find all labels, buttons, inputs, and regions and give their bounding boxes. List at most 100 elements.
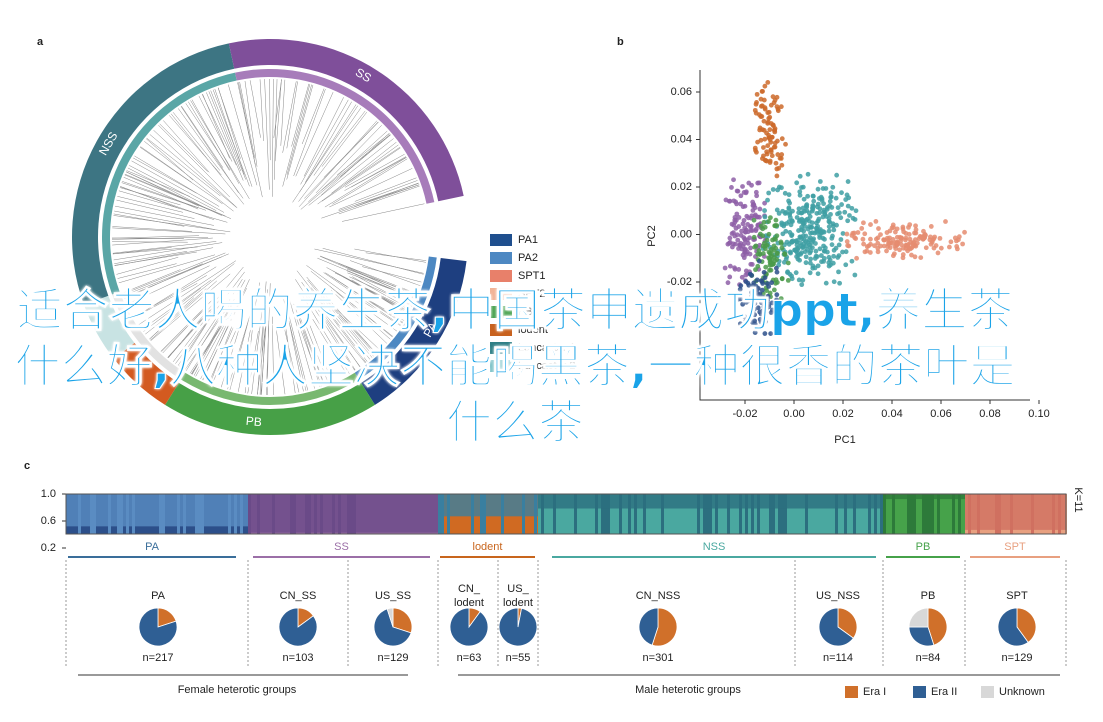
tree-branch [114, 210, 215, 230]
scatter-point [801, 196, 807, 202]
tree-branch [149, 297, 195, 340]
scatter-point [914, 240, 920, 246]
admix-stripe [949, 494, 952, 534]
y-tick-label: 0.00 [671, 228, 692, 240]
scatter-point [814, 229, 820, 235]
scatter-point [737, 286, 743, 292]
tree-branch [308, 286, 367, 363]
admix-stripe [769, 494, 772, 534]
scatter-point [739, 274, 745, 280]
admix-stripe [628, 494, 631, 534]
scatter-point [901, 229, 907, 235]
admix-stripe [883, 494, 886, 534]
admix-stripe [916, 494, 919, 534]
scatter-point [730, 244, 735, 250]
scatter-point [746, 215, 751, 221]
group-footer: Male heterotic groups [635, 684, 741, 696]
scatter-point [801, 228, 807, 234]
tree-branch [338, 180, 418, 210]
scatter-point [722, 265, 728, 271]
admix-stripe [754, 494, 757, 534]
scatter-point [794, 215, 800, 220]
admix-stripe [961, 494, 964, 534]
tree-branch [195, 318, 228, 377]
scatter-point [853, 236, 859, 241]
scatter-point [747, 251, 753, 257]
scatter-point [779, 136, 785, 142]
scatter-point [748, 261, 754, 267]
x-tick-label: 0.04 [881, 408, 902, 420]
scatter-point [752, 145, 758, 151]
scatter-point [773, 160, 779, 166]
tree-branch [298, 111, 368, 202]
admix-stripe [622, 494, 625, 534]
tree-branch [214, 88, 245, 175]
legend-swatch [913, 686, 926, 698]
admix-stripe [965, 494, 1066, 530]
scatter-point [756, 258, 762, 264]
admix-stripe [772, 494, 775, 534]
scatter-point [809, 220, 815, 226]
tree-branch [168, 266, 244, 359]
tree-branch [347, 272, 416, 299]
admix-stripe [658, 494, 661, 534]
tree-branch [317, 144, 399, 205]
scatter-point [839, 190, 844, 196]
pie-slice [392, 607, 413, 634]
scatter-point [906, 231, 912, 237]
scatter-point [868, 236, 873, 242]
tree-branch [301, 88, 325, 145]
scatter-point [774, 304, 780, 310]
tree-branch [167, 301, 219, 358]
tree-branch [247, 330, 259, 394]
x-tick-label: 0.08 [979, 408, 1000, 420]
admix-stripe [634, 494, 637, 534]
scatter-point [813, 248, 819, 254]
scatter-point [805, 193, 811, 199]
scatter-point [807, 214, 813, 219]
tree-branch [332, 305, 381, 351]
scatter-point [741, 235, 747, 241]
admix-stripe [850, 494, 853, 534]
tree-branch [351, 156, 407, 188]
scatter-point [929, 239, 935, 245]
scatter-point [743, 318, 749, 324]
y-tick-label: -0.02 [667, 276, 692, 288]
scatter-point [954, 244, 960, 249]
tree-branch [141, 279, 212, 330]
legend-label: SPT2 [518, 288, 546, 300]
scatter-point [894, 226, 900, 232]
tree-branch [280, 79, 286, 146]
tree-branch [269, 78, 271, 161]
tree-branch [206, 92, 244, 181]
scatter-point [845, 218, 851, 224]
scatter-point [797, 173, 803, 179]
tree-branch [321, 134, 391, 191]
tree-branch [322, 248, 424, 275]
tree-branch [228, 84, 258, 186]
legend-label: SPT1 [518, 270, 546, 282]
admix-stripe [907, 494, 910, 534]
admix-stripe [847, 494, 850, 534]
scatter-point [805, 171, 811, 177]
tree-branch [184, 301, 232, 371]
admix-stripe [643, 494, 646, 534]
scatter-point [803, 254, 809, 260]
pie-slice [908, 626, 935, 647]
scatter-point [809, 230, 815, 236]
tree-branch [208, 91, 242, 172]
tree-branch [306, 276, 374, 357]
admix-stripe [787, 494, 790, 534]
scatter-point [805, 240, 811, 245]
scatter-point [838, 237, 844, 242]
scatter-point [755, 139, 761, 145]
x-tick-label: 0.10 [1028, 408, 1049, 420]
admix-stripe [868, 494, 871, 534]
tree-branch [112, 247, 172, 255]
legend-label: Unknown [999, 686, 1045, 698]
x-tick-label: 0.06 [930, 408, 951, 420]
scatter-point [747, 271, 753, 277]
tree-branch [355, 275, 413, 307]
admix-stripe [763, 494, 766, 534]
scatter-point [821, 229, 827, 235]
